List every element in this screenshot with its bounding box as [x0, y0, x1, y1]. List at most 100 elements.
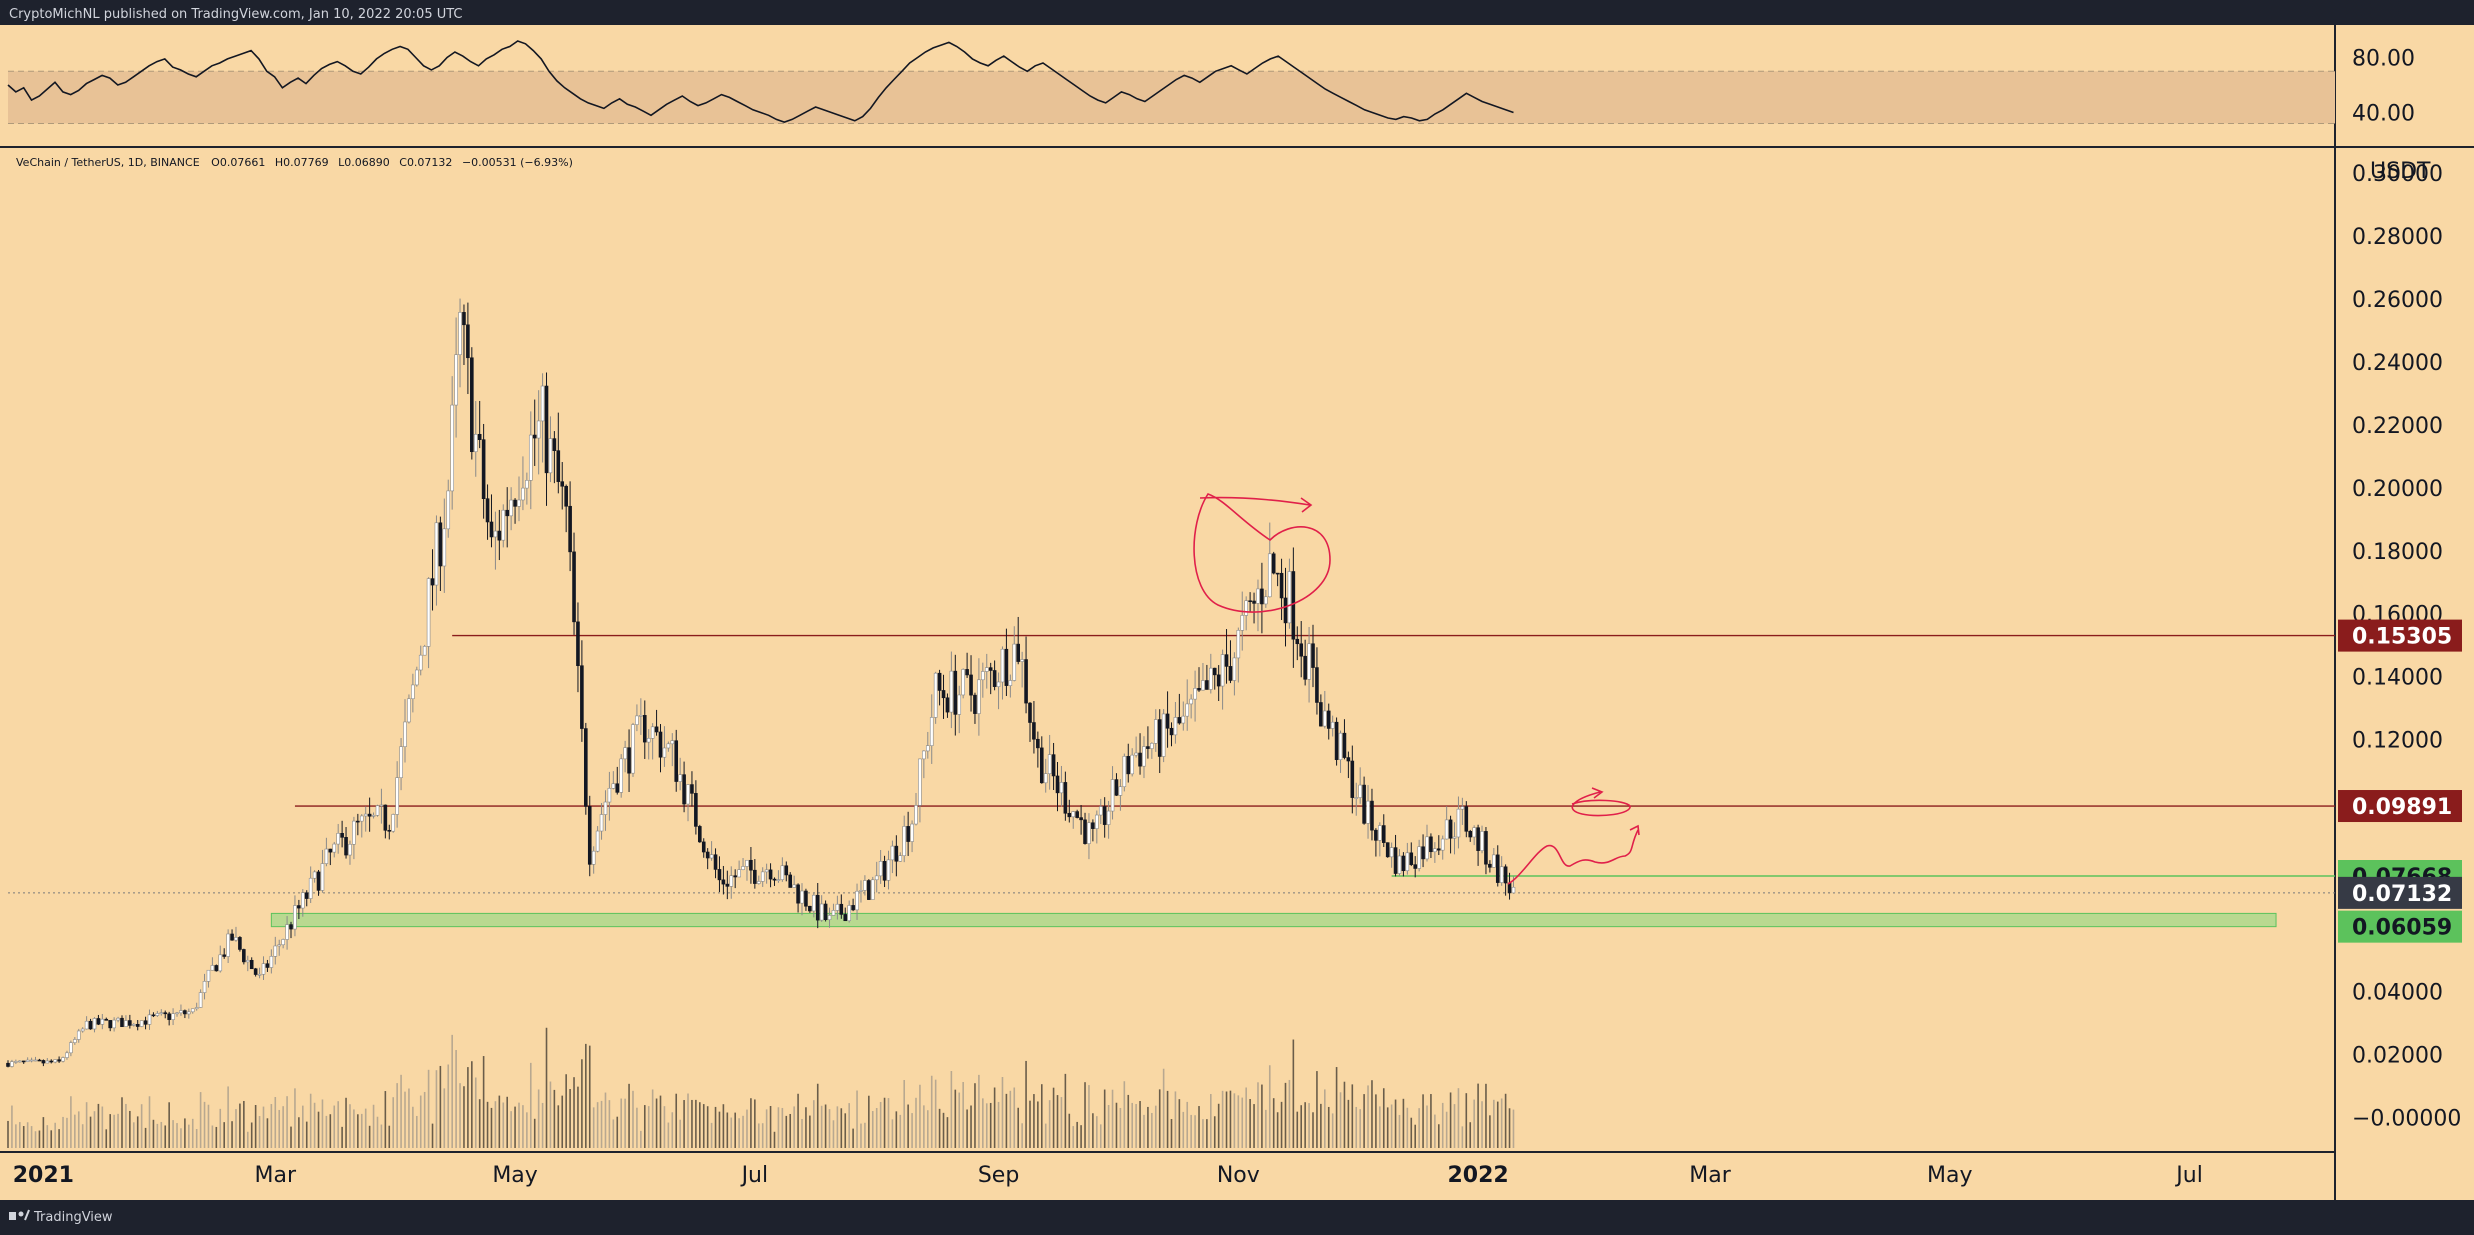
candle-body: [1228, 666, 1233, 681]
top-circle-drawing: [1193, 493, 1331, 613]
candle-body: [532, 434, 537, 439]
candle-body: [650, 726, 655, 739]
candle-body: [245, 959, 250, 963]
candle-body: [194, 1007, 199, 1010]
candle-body: [210, 965, 215, 971]
candle-body: [709, 854, 714, 859]
candle-body: [1055, 775, 1060, 794]
candle-body: [403, 721, 407, 747]
candle-body: [65, 1052, 69, 1058]
candle-body: [1389, 847, 1394, 858]
candle-body: [1039, 747, 1044, 784]
candle-body: [17, 1060, 22, 1063]
candle-body: [1326, 710, 1331, 729]
candle-body: [1436, 848, 1441, 851]
candle-body: [1425, 836, 1429, 860]
candle-body: [104, 1018, 109, 1021]
candle-body: [560, 481, 565, 487]
candle-body: [1444, 819, 1449, 840]
candle-body: [1334, 721, 1339, 760]
candle-body: [666, 743, 671, 749]
candle-body: [1488, 863, 1492, 868]
candle-body: [336, 833, 340, 845]
candle-body: [525, 480, 529, 489]
candle-body: [796, 884, 800, 904]
candle-body: [1417, 846, 1421, 869]
candle-body: [1287, 571, 1292, 624]
candle-body: [540, 385, 545, 422]
candle-body: [1350, 760, 1355, 798]
candle-body: [843, 914, 848, 922]
candle-body: [1087, 822, 1091, 844]
candle-body: [328, 848, 333, 853]
hand-drawings: [1193, 493, 1640, 885]
candle-body: [61, 1057, 65, 1062]
candle-body: [371, 814, 376, 817]
candle-body: [639, 715, 643, 717]
candle-body: [1358, 784, 1362, 798]
time-tick-label-8: May: [1927, 1163, 1972, 1188]
candle-body: [159, 1012, 164, 1014]
candle-body: [96, 1018, 101, 1025]
candle-body: [996, 681, 1001, 687]
candle-body: [324, 848, 329, 864]
candle-body: [1142, 746, 1146, 767]
candle-body: [1008, 680, 1013, 686]
candle-body: [320, 863, 325, 891]
time-tick-label-1: Mar: [255, 1163, 297, 1188]
support-zone: [270, 912, 2277, 928]
candle-body: [1468, 830, 1473, 838]
candle-body: [202, 981, 207, 993]
candle-body: [1197, 687, 1201, 691]
candle-body: [1150, 743, 1154, 749]
price-badge-3: [2338, 876, 2462, 909]
rsi-level-label-upper: 80.00: [2352, 47, 2415, 72]
candle-body: [568, 505, 572, 553]
legend-change: −0.00531 (−6.93%): [462, 156, 573, 169]
legend-high-value: 0.07769: [283, 156, 329, 169]
candle-body: [635, 715, 639, 725]
price-tick-label-1: 0.28000: [2352, 225, 2443, 250]
price-tick-label-11: 0.02000: [2352, 1043, 2443, 1068]
candle-body: [981, 671, 985, 681]
candle-body: [595, 830, 600, 852]
candle-body: [407, 698, 411, 723]
candle-body: [929, 717, 934, 746]
candle-body: [984, 667, 989, 672]
candle-body: [544, 385, 549, 474]
candle-body: [84, 1020, 89, 1030]
candle-body: [721, 879, 726, 885]
candle-body: [462, 312, 466, 326]
candle-body: [1283, 597, 1288, 624]
candle-body: [340, 833, 344, 838]
candle-body: [792, 884, 796, 888]
logo-dot: [18, 1211, 24, 1217]
candle-body: [678, 774, 682, 782]
candle-body: [1000, 648, 1005, 683]
candle-body: [1311, 643, 1315, 668]
candle-body: [1071, 811, 1076, 818]
candle-body: [1146, 746, 1150, 749]
candle-body: [1433, 848, 1437, 853]
candle-body: [1495, 854, 1500, 883]
publisher-header: CryptoMichNL published on TradingView.co…: [9, 7, 463, 22]
candle-body: [933, 672, 938, 718]
candle-body: [505, 509, 510, 517]
candles: [6, 298, 1516, 1068]
candle-body: [1091, 822, 1095, 829]
candle-body: [941, 690, 946, 699]
candle-body: [49, 1060, 54, 1063]
rsi-band: [8, 71, 2335, 124]
candle-body: [867, 880, 871, 900]
price-badge-0: [2338, 619, 2462, 652]
candle-body: [1342, 732, 1347, 758]
price-axis: 0.30000 0.28000 0.26000 0.24000 0.22000 0.200…: [2352, 162, 2461, 1131]
candle-body: [847, 905, 851, 922]
candle-body: [206, 969, 211, 982]
candle-body: [753, 869, 757, 884]
candle-body: [580, 665, 584, 729]
candle-body: [780, 865, 785, 880]
candle-body: [171, 1013, 175, 1020]
candle-body: [1503, 866, 1508, 884]
candle-body: [108, 1020, 112, 1029]
